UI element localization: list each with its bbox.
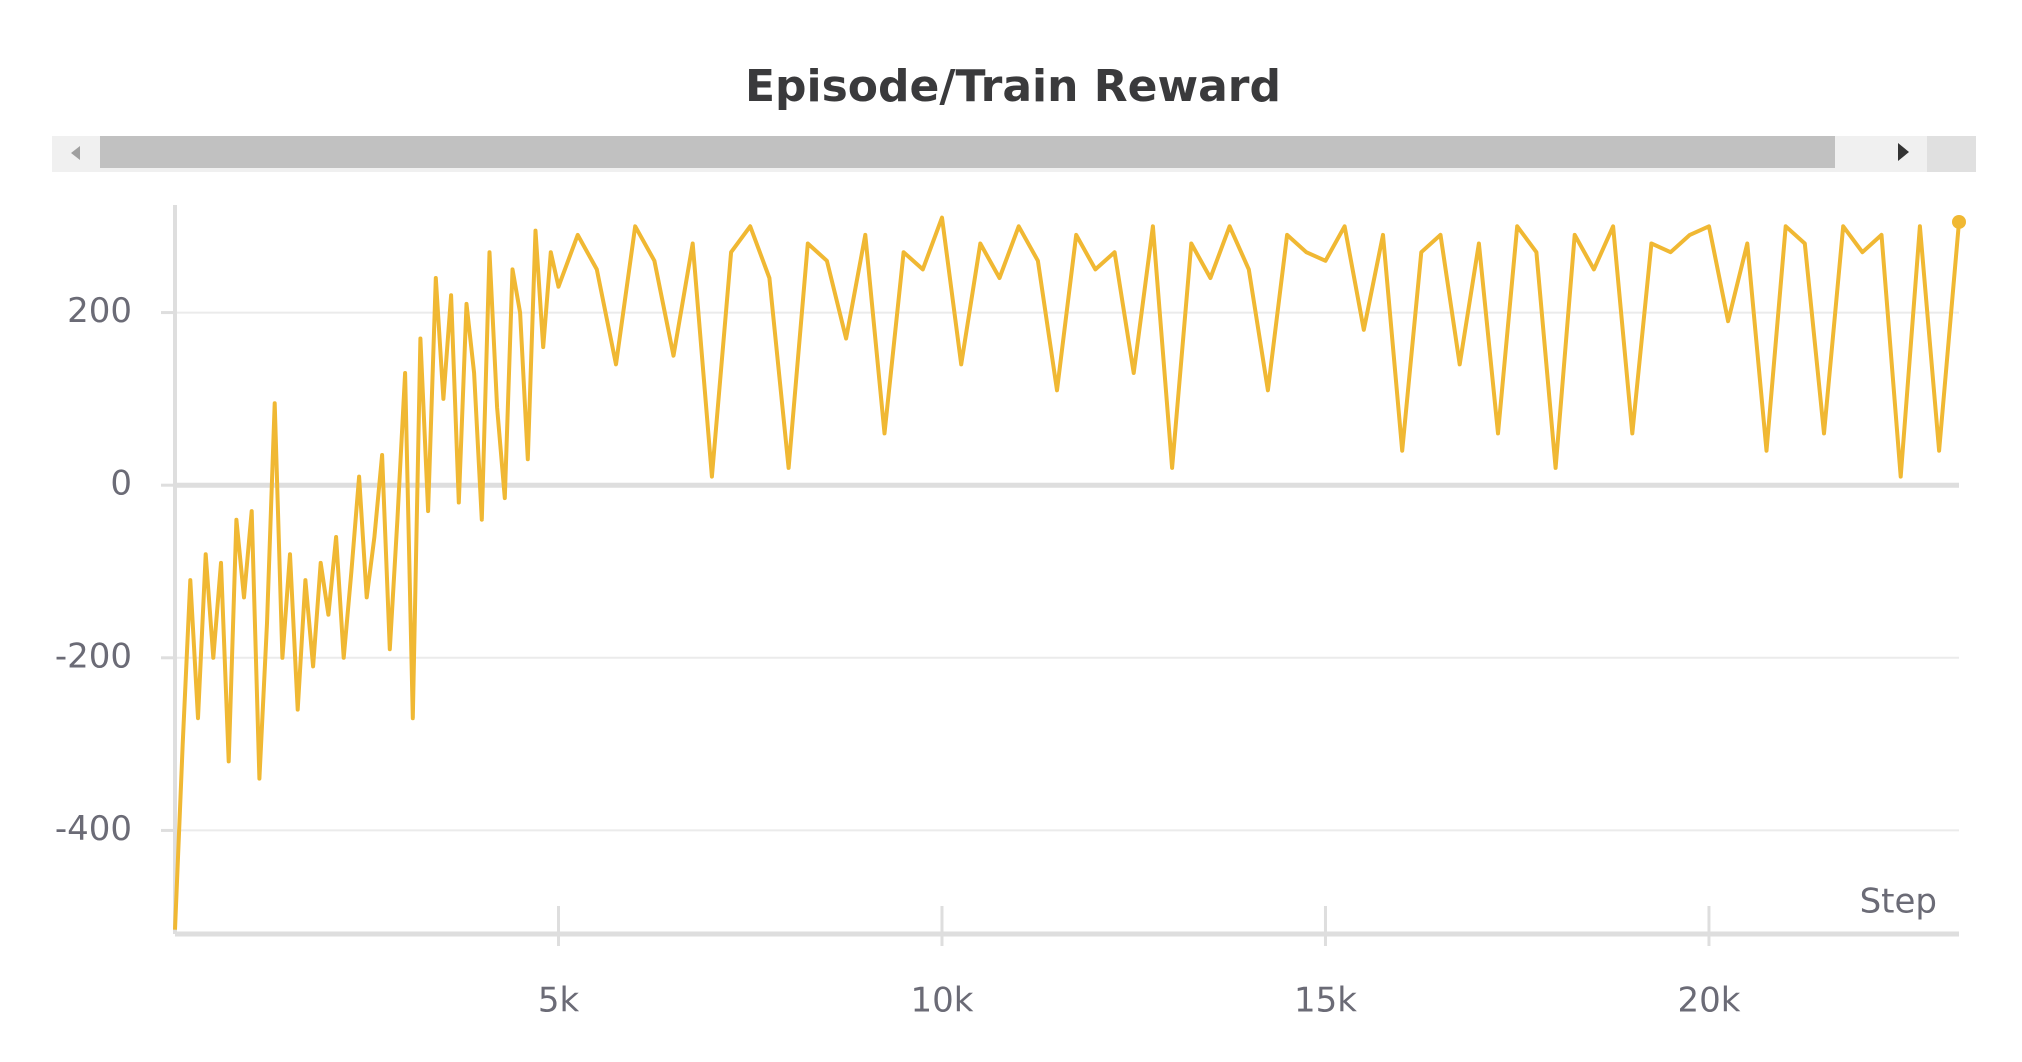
x-tick-label: 15k	[1294, 981, 1357, 1021]
x-axis-label: Step	[1860, 882, 1937, 922]
y-tick-label: -400	[55, 809, 132, 849]
scrollbar-end	[1927, 136, 1976, 172]
line	[173, 215, 1961, 930]
x-tick-label: 5k	[538, 981, 580, 1021]
x-tick-label: 10k	[911, 981, 974, 1021]
end-point	[1952, 214, 1966, 229]
scroll-right-arrow[interactable]	[1898, 143, 1909, 161]
chart-title: Episode/Train Reward	[745, 61, 1281, 112]
x-tick-label: 20k	[1677, 981, 1740, 1021]
scroll-left-arrow[interactable]	[71, 146, 80, 160]
y-tick-label: 0	[110, 464, 132, 504]
y-tick-label: 200	[67, 291, 132, 331]
scrollbar-thumb[interactable]	[100, 136, 1835, 168]
y-tick-label: -200	[55, 636, 132, 676]
